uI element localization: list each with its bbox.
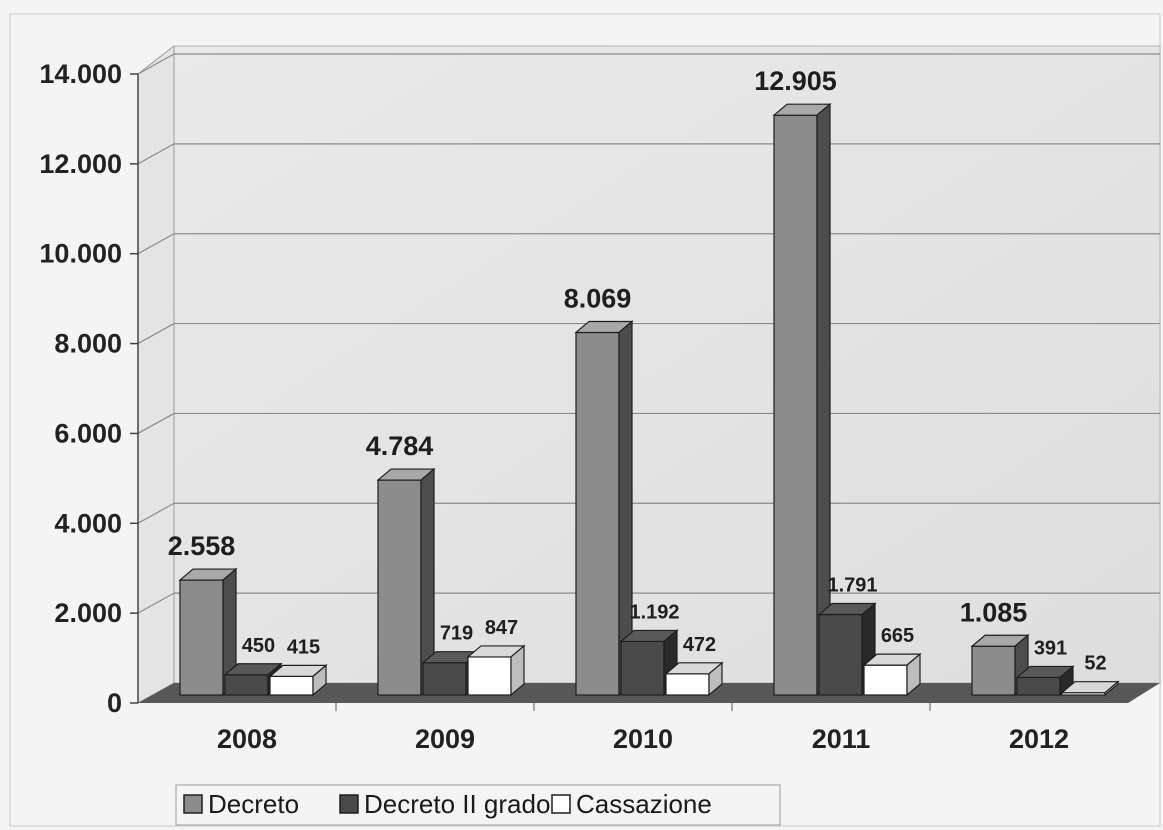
data-label: 52 bbox=[1084, 653, 1106, 675]
y-tick-label: 8.000 bbox=[54, 329, 122, 359]
bar bbox=[772, 102, 832, 697]
bar bbox=[1060, 680, 1120, 697]
x-tick-label: 2008 bbox=[217, 724, 277, 754]
y-tick-label: 0 bbox=[107, 688, 122, 718]
gridlines bbox=[137, 53, 1160, 614]
bar bbox=[376, 467, 436, 697]
bar bbox=[574, 320, 634, 697]
bars bbox=[178, 102, 1120, 697]
data-label: 719 bbox=[440, 623, 473, 645]
bar bbox=[178, 567, 238, 697]
bar bbox=[466, 644, 526, 697]
bar-front bbox=[665, 673, 710, 696]
gridline-side bbox=[137, 233, 175, 255]
back-wall bbox=[173, 45, 1161, 684]
y-tick-label: 6.000 bbox=[54, 418, 122, 448]
legend: Decreto Decreto II grado Cassazione bbox=[175, 784, 781, 826]
data-label: 2.558 bbox=[168, 531, 236, 561]
data-label: 847 bbox=[485, 617, 518, 639]
legend-box bbox=[175, 784, 781, 826]
data-label: 391 bbox=[1034, 637, 1067, 659]
bar-front bbox=[269, 675, 314, 696]
gridline-side bbox=[137, 502, 175, 524]
x-tick-label: 2009 bbox=[415, 724, 475, 754]
bar-front bbox=[575, 331, 620, 696]
bar bbox=[1015, 665, 1075, 697]
bar-front bbox=[620, 640, 665, 696]
data-label: 665 bbox=[881, 625, 914, 647]
data-label: 4.784 bbox=[366, 431, 434, 461]
legend-swatch bbox=[183, 794, 203, 814]
data-label: 1.085 bbox=[960, 597, 1028, 627]
gridline-side bbox=[137, 592, 175, 614]
x-tick-label: 2010 bbox=[613, 724, 673, 754]
y-tick-label: 14.000 bbox=[39, 59, 122, 89]
legend-label: Decreto bbox=[208, 789, 299, 819]
x-tick-label: 2012 bbox=[1009, 724, 1069, 754]
bar-front bbox=[377, 479, 422, 696]
bar-front bbox=[467, 656, 512, 696]
data-label: 472 bbox=[683, 634, 716, 656]
bar-side bbox=[906, 652, 921, 697]
bar-front bbox=[179, 579, 224, 696]
bar-front bbox=[224, 674, 269, 696]
bar-front bbox=[1016, 676, 1061, 696]
data-label: 450 bbox=[242, 635, 275, 657]
data-label: 12.905 bbox=[754, 66, 837, 96]
y-tick-label: 2.000 bbox=[54, 598, 122, 628]
bar bbox=[619, 629, 679, 697]
gridline-side bbox=[137, 412, 175, 434]
legend-label: Decreto II grado bbox=[364, 789, 550, 819]
data-label: 415 bbox=[287, 636, 320, 658]
legend-swatch bbox=[551, 794, 571, 814]
bar-front bbox=[773, 114, 818, 696]
bar-front bbox=[863, 664, 908, 696]
bar-side bbox=[708, 661, 723, 697]
y-tick-label: 4.000 bbox=[54, 508, 122, 538]
bar bbox=[862, 652, 922, 697]
data-label: 8.069 bbox=[564, 283, 632, 313]
plot-walls bbox=[137, 44, 1161, 704]
x-tick-label: 2011 bbox=[812, 724, 871, 754]
x-axis-ticks: 2008 2009 2010 2011 2012 bbox=[217, 703, 1069, 754]
bar bbox=[268, 664, 328, 697]
y-tick-label: 12.000 bbox=[39, 149, 122, 179]
bar-side bbox=[510, 644, 525, 697]
bar-side bbox=[1104, 680, 1119, 697]
data-label: 1.192 bbox=[629, 601, 679, 623]
y-axis-ticks: 0 2.000 4.000 6.000 8.000 10.000 12.000 14.000 bbox=[39, 59, 139, 718]
gridline-side bbox=[137, 143, 175, 165]
bar-front bbox=[818, 613, 863, 696]
data-label: 1.791 bbox=[827, 575, 877, 597]
bar-front bbox=[971, 645, 1016, 696]
legend-label: Cassazione bbox=[576, 789, 712, 819]
side-wall bbox=[137, 44, 175, 704]
y-tick-label: 10.000 bbox=[39, 239, 122, 269]
bar-side bbox=[312, 664, 327, 697]
bar-front bbox=[422, 662, 467, 696]
legend-swatch bbox=[339, 794, 359, 814]
bar bbox=[664, 661, 724, 697]
gridline-side bbox=[137, 323, 175, 345]
gridline-side bbox=[137, 53, 175, 75]
